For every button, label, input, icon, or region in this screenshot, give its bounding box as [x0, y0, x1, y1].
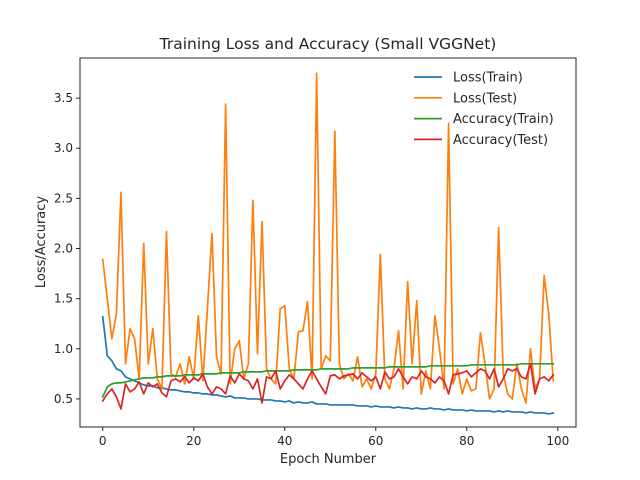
y-tick-label: 1.5 [54, 292, 73, 306]
y-tick-label: 2.0 [54, 242, 73, 256]
x-tick-label: 40 [277, 434, 292, 448]
x-tick-label: 20 [186, 434, 201, 448]
x-tick-label: 100 [546, 434, 569, 448]
y-tick-label: 3.5 [54, 91, 73, 105]
legend: Loss(Train) Loss(Test) Accuracy(Train) Accu… [414, 71, 554, 148]
legend-label-2: Loss(Test) [453, 91, 517, 106]
plot-area-frame [79, 57, 577, 428]
series-line-1 [101, 315, 555, 415]
y-tick-label: 3.0 [54, 141, 73, 155]
y-axis-ticks: 0.5 1.0 1.5 2.0 2.5 3.0 3.5 [54, 91, 80, 406]
legend-label-1: Loss(Train) [453, 71, 523, 86]
y-tick-label: 2.5 [54, 191, 73, 205]
chart-title: Training Loss and Accuracy (Small VGGNet… [159, 35, 497, 53]
x-axis-ticks: 0 20 40 60 80 100 [99, 427, 569, 448]
series-line-4 [101, 362, 555, 410]
y-tick-label: 0.5 [54, 392, 73, 406]
series-line-2 [101, 72, 555, 404]
legend-label-3: Accuracy(Train) [453, 112, 554, 127]
series-layer [101, 72, 555, 415]
x-axis-label: Epoch Number [280, 452, 377, 467]
x-tick-label: 80 [459, 434, 474, 448]
legend-label-4: Accuracy(Test) [453, 133, 548, 148]
x-tick-label: 0 [99, 434, 107, 448]
y-tick-label: 1.0 [54, 342, 73, 356]
series-line-3 [101, 362, 555, 399]
x-tick-label: 60 [368, 434, 383, 448]
y-axis-label: Loss/Accuracy [34, 196, 49, 289]
